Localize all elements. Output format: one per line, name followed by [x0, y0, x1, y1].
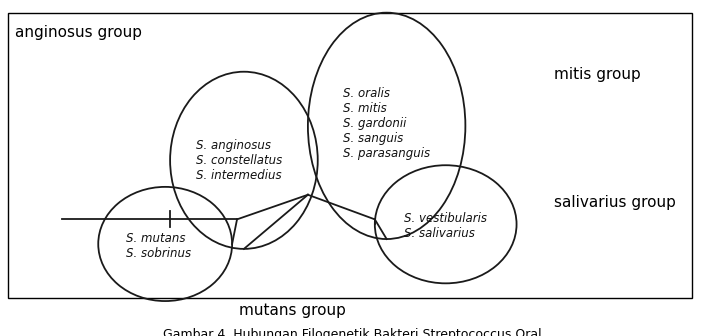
- Text: anginosus group: anginosus group: [15, 26, 141, 40]
- Text: mutans group: mutans group: [239, 303, 346, 318]
- Text: salivarius group: salivarius group: [554, 195, 676, 210]
- Text: S. oralis
S. mitis
S. gardonii
S. sanguis
S. parasanguis: S. oralis S. mitis S. gardonii S. sangui…: [343, 87, 430, 160]
- Text: S. mutans
S. sobrinus: S. mutans S. sobrinus: [126, 232, 191, 260]
- Text: mitis group: mitis group: [554, 67, 640, 82]
- Text: S. anginosus
S. constellatus
S. intermedius: S. anginosus S. constellatus S. intermed…: [196, 139, 282, 182]
- Text: Gambar 4. Hubungan Filogenetik Bakteri Streptococcus Oral: Gambar 4. Hubungan Filogenetik Bakteri S…: [163, 328, 542, 336]
- Text: S. vestibularis
S. salivarius: S. vestibularis S. salivarius: [404, 212, 487, 240]
